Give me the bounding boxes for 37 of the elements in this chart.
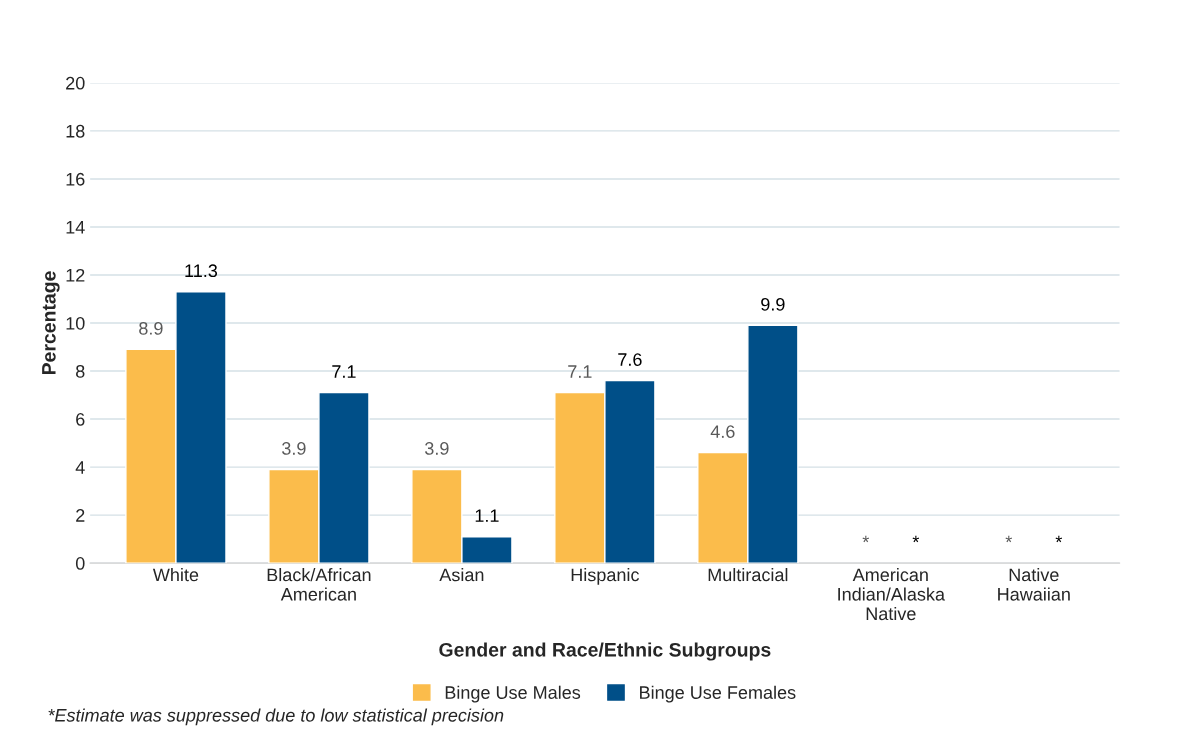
text: *	[1055, 535, 1063, 543]
data-label: 4.6	[710, 425, 735, 438]
x-axis-title: Gender and Race/Ethnic Subgroups	[439, 642, 771, 661]
y-tick-label: 4	[75, 461, 85, 474]
x-tick-label: White	[152, 568, 199, 582]
y-tick-label: 16	[66, 172, 85, 186]
legend-label: Binge Use Males	[445, 685, 581, 703]
data-label: 8.9	[139, 321, 163, 335]
y-tick-label: 10	[66, 316, 85, 330]
text: *Estimate was suppressed due to low statistical precision	[48, 708, 504, 726]
y-axis-title: Percentage	[42, 271, 60, 375]
text: *	[1005, 535, 1013, 543]
y-tick-label: 14	[66, 221, 85, 234]
y-tick-label: 12	[66, 268, 85, 282]
data-label: 9.9	[761, 297, 785, 311]
y-tick-label: 2	[76, 509, 85, 522]
y-tick-label: 0	[75, 557, 85, 570]
x-tick-label: Hispanic	[571, 568, 640, 585]
data-label: 3.9	[282, 442, 306, 455]
y-tick-label: 8	[76, 364, 85, 378]
y-tick-label: 18	[66, 124, 85, 138]
x-tick-label: Native Hawaiian	[998, 568, 1070, 601]
legend-label: Binge Use Females	[640, 685, 796, 703]
y-tick-label: 20	[66, 76, 85, 90]
data-label: 1.1	[475, 509, 499, 522]
data-label: 7.1	[332, 365, 356, 378]
y-tick-label: 6	[76, 413, 85, 426]
x-tick-label: Asian	[439, 568, 484, 582]
x-tick-label: Multiracial	[708, 568, 788, 582]
x-tick-label: Black/African American	[267, 568, 371, 601]
data-label: 3.9	[425, 442, 449, 455]
text: *	[862, 535, 870, 543]
text: *	[912, 535, 920, 543]
data-label: 7.1	[568, 365, 592, 378]
x-tick-label: American Indian/Alaska Native	[838, 568, 946, 621]
data-label: 7.6	[618, 353, 642, 366]
data-label: 11.3	[185, 264, 218, 278]
